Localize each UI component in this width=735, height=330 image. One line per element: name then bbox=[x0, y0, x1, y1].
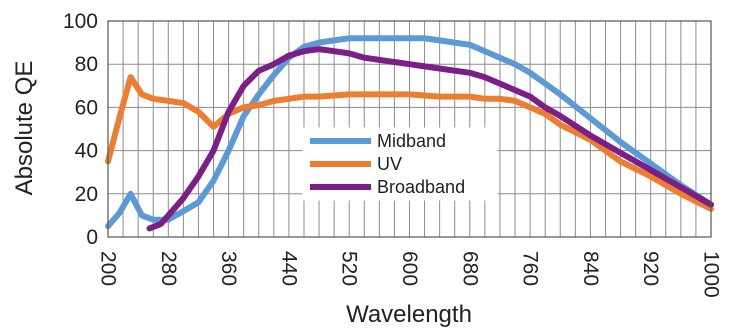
x-tick-label: 600 bbox=[398, 251, 421, 286]
series-lines bbox=[105, 35, 714, 232]
y-axis-title: Absolute QE bbox=[11, 61, 38, 196]
legend-label-broadband: Broadband bbox=[377, 177, 465, 197]
x-tick-label: 520 bbox=[338, 251, 361, 286]
x-tick-label: 200 bbox=[97, 251, 120, 286]
y-tick-label: 20 bbox=[75, 183, 98, 206]
x-tick-label: 840 bbox=[579, 251, 602, 286]
series-line-midband bbox=[105, 35, 714, 230]
y-tick-label: 80 bbox=[75, 53, 98, 76]
x-tick-label: 440 bbox=[277, 251, 300, 286]
legend: Midband UV Broadband bbox=[302, 127, 498, 201]
y-tick-label: 60 bbox=[75, 96, 98, 119]
x-axis-title: Wavelength bbox=[346, 301, 472, 328]
x-tick-label: 280 bbox=[157, 251, 180, 286]
y-tick-label: 40 bbox=[75, 140, 98, 163]
x-tick-label: 360 bbox=[217, 251, 240, 286]
y-tick-label: 0 bbox=[86, 226, 98, 249]
series-line-uv bbox=[105, 74, 714, 212]
x-tick-label: 680 bbox=[458, 251, 481, 286]
x-tick-label: 760 bbox=[519, 251, 542, 286]
y-tick-label: 100 bbox=[63, 10, 98, 33]
x-tick-label: 920 bbox=[639, 251, 662, 286]
legend-label-midband: Midband bbox=[377, 131, 446, 151]
series-line-broadband bbox=[146, 46, 714, 232]
x-tick-label: 1000 bbox=[700, 251, 723, 298]
axes: 0 20 40 60 80 100 200 280 360 440 520 600 680 760 840 9… bbox=[63, 10, 723, 298]
plot-border bbox=[107, 20, 712, 238]
legend-label-uv: UV bbox=[377, 154, 402, 174]
